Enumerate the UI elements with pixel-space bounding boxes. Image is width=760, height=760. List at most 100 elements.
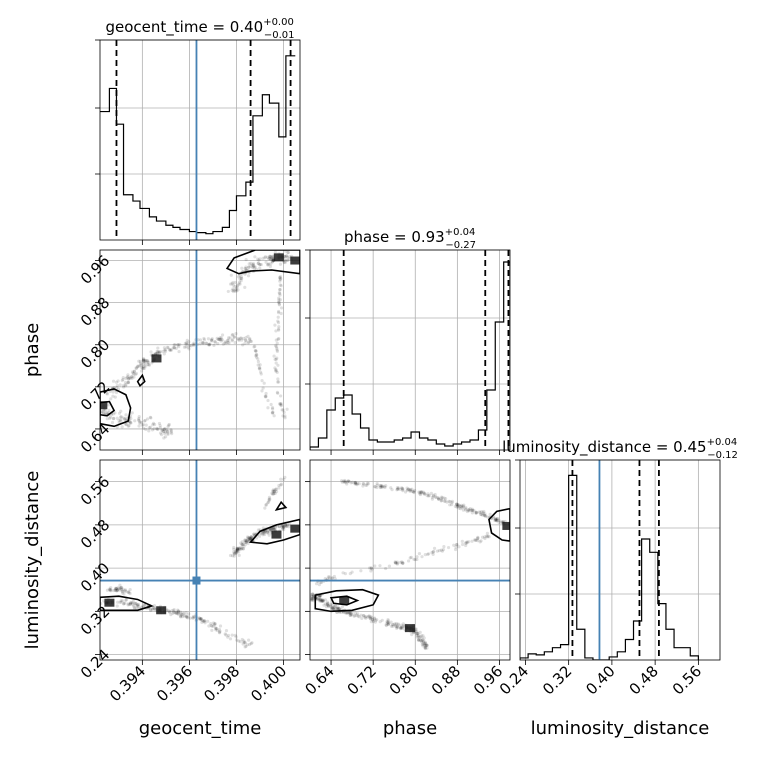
sample-point [232,550,236,554]
sample-point [148,607,153,612]
sample-point [108,416,112,420]
density-peak [339,596,350,605]
sample-point [310,597,314,601]
sample-point [197,617,202,621]
sample-point [232,545,236,550]
sample-point [203,621,207,625]
sample-point [264,394,268,398]
sample-point [413,558,417,562]
sample-point [127,602,132,607]
sample-point [412,490,416,494]
sample-point [178,614,183,618]
contour-line [136,373,146,388]
sample-point [414,627,418,631]
sample-point [494,517,498,521]
sample-point [400,560,404,564]
sample-point [97,413,100,416]
sample-point [326,575,331,579]
sample-point [253,265,257,269]
sample-point [271,258,275,262]
sample-point [321,599,325,603]
sample-point [493,518,497,523]
sample-point [141,604,145,608]
sample-point [424,643,429,647]
sample-point [458,507,463,511]
sample-point [250,535,254,539]
sample-point [371,619,376,623]
sample-point [355,481,360,486]
sample-point [271,258,275,263]
sample-point [187,347,191,351]
x-axis-label-luminosity-distance: luminosity_distance [531,718,710,739]
sample-point [216,341,220,346]
sample-point [166,432,170,437]
sample-point [266,501,270,505]
sample-point [248,537,253,541]
sample-point [378,484,382,488]
sample-point [270,260,275,264]
sample-point [126,589,131,594]
sample-point [141,358,146,362]
sample-point [126,381,131,385]
sample-point [343,572,347,576]
sample-point [233,285,237,289]
sample-point [252,532,256,536]
sample-point [476,536,480,540]
sample-point [256,363,260,367]
x-tick-label: 0.88 [428,662,464,698]
sample-point [244,540,249,544]
sample-point [256,261,260,265]
sample-point [241,642,245,646]
sample-point [456,502,460,507]
sample-point [170,608,174,613]
hist-panel-geocent-time: geocent_time = 0.40+0.00 −0.01 [95,17,301,245]
sample-point [371,618,375,622]
contour-line [329,595,360,606]
sample-point [320,598,324,603]
sample-point [447,499,451,503]
sample-point [329,603,333,607]
sample-point [320,599,324,603]
sample-point [116,587,120,591]
sample-point [199,617,203,621]
sample-point [237,337,241,342]
sample-point [260,389,264,393]
sample-point [149,608,153,613]
sample-point [103,408,107,413]
sample-point [455,502,459,507]
sample-point [156,427,160,431]
sample-point [476,539,480,543]
sample-point [111,390,115,394]
sample-point [448,503,452,507]
sample-point [240,546,244,550]
sample-point [253,255,257,259]
sample-point [232,288,236,292]
sample-point [245,538,250,542]
sample-point [349,612,353,616]
sample-point [243,266,247,271]
sample-point [122,602,126,606]
sample-point [245,535,250,539]
sample-point [218,629,222,633]
sample-point [169,348,173,352]
sample-point [455,542,459,547]
sample-point [120,589,125,593]
sample-point [156,350,160,354]
sample-point [266,263,270,267]
sample-point [268,264,272,269]
sample-point [236,275,241,279]
sample-point [478,511,482,515]
sample-point [158,349,162,354]
sample-point [114,587,118,591]
sample-point [231,332,235,337]
sample-point [237,546,241,551]
sample-point [387,621,391,625]
sample-point [217,631,222,635]
sample-point [143,418,147,423]
sample-point [269,254,273,259]
sample-point [129,416,133,421]
sample-point [242,336,246,341]
sample-point [201,341,205,345]
sample-point [226,340,230,345]
sample-point [162,346,167,350]
